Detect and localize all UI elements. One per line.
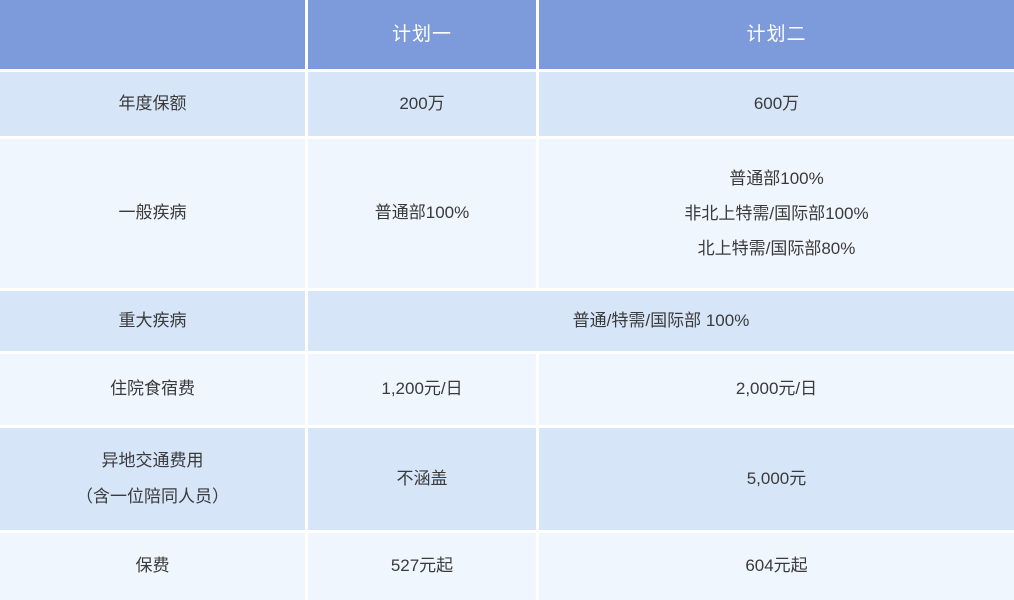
cell-plan2-hospital-board: 2,000元/日: [539, 354, 1014, 425]
row-label-hospital-board: 住院食宿费: [0, 354, 305, 425]
row-label-critical-illness: 重大疾病: [0, 291, 305, 351]
row-label-premium: 保费: [0, 533, 305, 600]
coverage-line: 北上特需/国际部80%: [697, 239, 856, 258]
cell-plan1-transport: 不涵盖: [308, 428, 536, 530]
cell-plan2-annual-sum: 600万: [539, 72, 1014, 136]
row-label-annual-sum: 年度保额: [0, 72, 305, 136]
header-cell-empty: [0, 0, 305, 69]
cell-plan2-premium: 604元起: [539, 533, 1014, 600]
row-label-general-illness: 一般疾病: [0, 139, 305, 288]
label-line: （含一位陪同人员）: [76, 487, 229, 506]
cell-both-plans-critical-illness: 普通/特需/国际部 100%: [308, 291, 1014, 351]
header-cell-plan2: 计划二: [539, 0, 1014, 69]
header-cell-plan1: 计划一: [308, 0, 536, 69]
cell-plan2-general-illness: 普通部100% 非北上特需/国际部100% 北上特需/国际部80%: [539, 139, 1014, 288]
cell-plan2-transport: 5,000元: [539, 428, 1014, 530]
cell-plan1-general-illness: 普通部100%: [308, 139, 536, 288]
row-label-transport: 异地交通费用 （含一位陪同人员）: [0, 428, 305, 530]
cell-plan1-premium: 527元起: [308, 533, 536, 600]
coverage-line: 普通部100%: [729, 169, 824, 188]
cell-plan1-hospital-board: 1,200元/日: [308, 354, 536, 425]
cell-plan1-annual-sum: 200万: [308, 72, 536, 136]
coverage-line: 非北上特需/国际部100%: [684, 204, 869, 223]
label-line: 异地交通费用: [101, 451, 204, 470]
